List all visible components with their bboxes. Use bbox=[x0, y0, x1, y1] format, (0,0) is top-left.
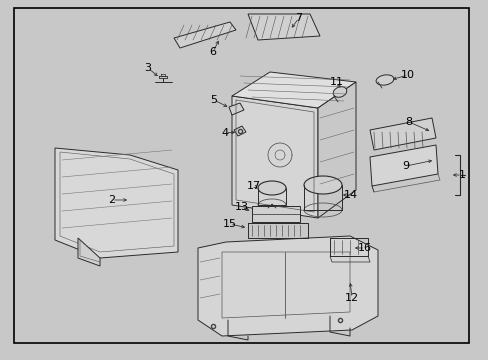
Polygon shape bbox=[317, 82, 355, 218]
Polygon shape bbox=[231, 72, 355, 108]
Text: 10: 10 bbox=[400, 70, 414, 80]
Text: 7: 7 bbox=[295, 13, 302, 23]
Polygon shape bbox=[198, 236, 377, 336]
Polygon shape bbox=[228, 103, 244, 115]
Text: 1: 1 bbox=[458, 170, 465, 180]
Text: 14: 14 bbox=[343, 190, 357, 200]
Polygon shape bbox=[251, 206, 299, 222]
Ellipse shape bbox=[332, 87, 346, 97]
Ellipse shape bbox=[304, 176, 341, 194]
Text: 9: 9 bbox=[402, 161, 409, 171]
Text: 17: 17 bbox=[246, 181, 261, 191]
Polygon shape bbox=[231, 96, 317, 218]
Polygon shape bbox=[78, 238, 100, 266]
Polygon shape bbox=[369, 145, 437, 186]
Polygon shape bbox=[247, 14, 319, 40]
Text: 3: 3 bbox=[144, 63, 151, 73]
Polygon shape bbox=[55, 148, 178, 258]
Text: 4: 4 bbox=[221, 128, 228, 138]
Polygon shape bbox=[234, 126, 245, 136]
Text: 6: 6 bbox=[209, 47, 216, 57]
Ellipse shape bbox=[375, 75, 393, 85]
Text: 15: 15 bbox=[223, 219, 237, 229]
Text: 12: 12 bbox=[344, 293, 358, 303]
Text: 11: 11 bbox=[329, 77, 343, 87]
Text: 16: 16 bbox=[357, 243, 371, 253]
Ellipse shape bbox=[258, 181, 285, 195]
Text: 2: 2 bbox=[108, 195, 115, 205]
Polygon shape bbox=[174, 22, 236, 48]
Text: 13: 13 bbox=[235, 202, 248, 212]
Text: 8: 8 bbox=[405, 117, 412, 127]
Polygon shape bbox=[369, 118, 435, 150]
Text: 5: 5 bbox=[210, 95, 217, 105]
